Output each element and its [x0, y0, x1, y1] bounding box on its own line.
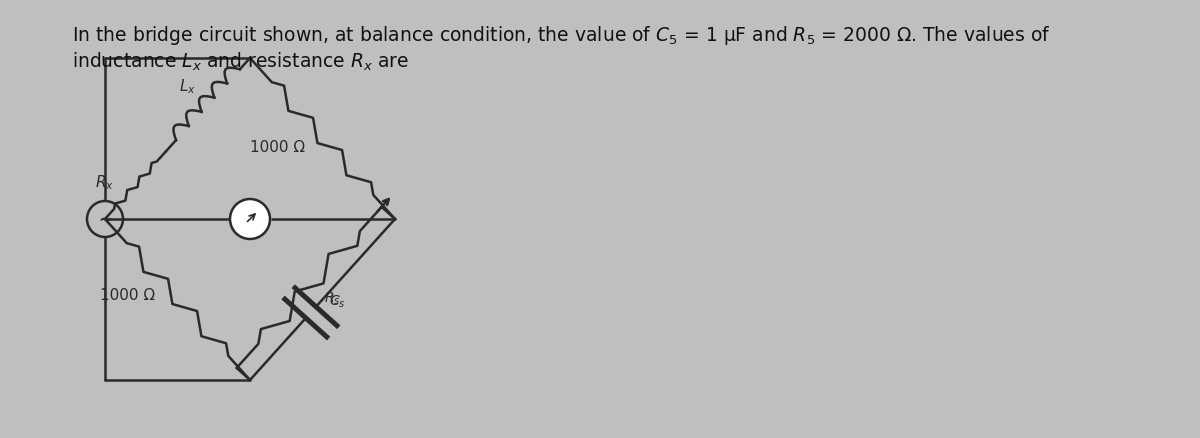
Text: $R_x$: $R_x$: [95, 173, 114, 192]
Text: 1000 Ω: 1000 Ω: [100, 287, 155, 302]
Text: $L_x$: $L_x$: [179, 77, 196, 96]
Text: 1000 Ω: 1000 Ω: [250, 140, 305, 155]
Text: In the bridge circuit shown, at balance condition, the value of $C_5$ = 1 μF and: In the bridge circuit shown, at balance …: [72, 24, 1050, 73]
Circle shape: [230, 200, 270, 240]
Text: ~: ~: [98, 211, 112, 229]
Text: $C_s$: $C_s$: [329, 293, 346, 309]
Text: $R_s$: $R_s$: [324, 290, 341, 306]
